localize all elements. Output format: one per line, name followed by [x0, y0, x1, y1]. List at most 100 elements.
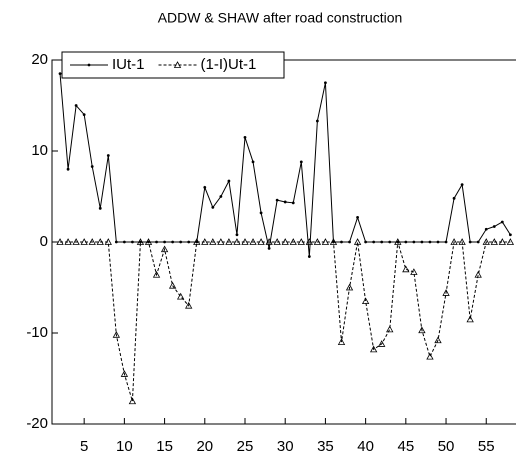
triangle-marker — [482, 238, 490, 245]
triangle-marker — [168, 281, 177, 289]
x-tick-label: 25 — [237, 438, 254, 455]
dot-marker — [235, 233, 239, 237]
triangle-marker — [136, 238, 145, 245]
dot-marker — [460, 183, 464, 187]
triangle-marker — [265, 238, 273, 245]
dot-marker — [315, 119, 319, 123]
triangle-marker — [410, 268, 418, 275]
triangle-marker — [466, 315, 474, 323]
triangle-marker — [281, 238, 289, 245]
dot-marker — [267, 246, 271, 250]
triangle-marker — [96, 238, 104, 245]
triangle-marker — [289, 238, 297, 245]
chart-title: ADDW & SHAW after road construction — [158, 10, 403, 26]
triangle-marker — [120, 370, 129, 377]
triangle-marker — [361, 297, 370, 305]
dot-marker — [404, 240, 408, 244]
triangle-marker — [88, 238, 96, 245]
dot-marker — [348, 240, 351, 244]
legend-label: (1-I)Ut-1 — [201, 56, 257, 73]
dot-marker — [484, 227, 488, 231]
triangle-marker — [369, 345, 378, 353]
triangle-marker — [80, 238, 88, 245]
triangle-marker — [233, 238, 241, 245]
x-tick-label: 45 — [397, 438, 414, 455]
dot-marker — [307, 255, 311, 258]
legend-marker — [173, 61, 182, 68]
triangle-marker — [402, 265, 410, 273]
dot-marker — [219, 195, 223, 198]
x-tick-label: 35 — [317, 438, 334, 455]
legend-label: IUt-1 — [112, 56, 145, 73]
triangle-marker — [209, 238, 217, 245]
dot-marker — [243, 135, 247, 139]
dot-marker — [211, 206, 215, 209]
dot-marker — [259, 211, 263, 215]
triangle-marker — [345, 283, 354, 291]
triangle-marker — [506, 238, 515, 245]
dot-marker — [364, 240, 368, 244]
dot-marker — [299, 160, 303, 164]
dot-marker — [106, 154, 110, 157]
triangle-marker — [193, 238, 201, 245]
dot-marker — [412, 240, 416, 244]
dot-marker — [380, 240, 384, 244]
triangle-marker — [64, 238, 72, 245]
triangle-marker — [394, 238, 402, 245]
dot-marker — [476, 240, 480, 244]
triangle-marker — [337, 338, 346, 345]
triangle-marker — [329, 238, 338, 245]
triangle-marker — [249, 238, 257, 245]
dot-marker — [356, 216, 359, 219]
triangle-marker — [185, 301, 193, 309]
triangle-marker — [152, 270, 161, 278]
triangle-marker — [458, 238, 466, 245]
dot-marker — [372, 240, 376, 244]
triangle-marker — [217, 238, 225, 245]
y-tick-label: -20 — [26, 415, 48, 432]
dot-marker — [90, 165, 94, 168]
triangle-marker — [353, 238, 362, 245]
dot-marker — [275, 198, 279, 202]
dot-marker — [82, 113, 86, 116]
dot-marker — [227, 179, 231, 183]
dot-marker — [324, 81, 327, 85]
dot-marker — [139, 240, 142, 244]
dot-marker — [500, 220, 504, 224]
triangle-marker — [498, 238, 507, 245]
triangle-marker — [426, 352, 434, 360]
triangle-marker — [201, 238, 209, 245]
dot-marker — [98, 206, 102, 210]
dot-marker — [436, 240, 440, 244]
x-tick-label: 5 — [80, 438, 88, 455]
triangle-marker — [72, 238, 80, 245]
x-tick-label: 40 — [357, 438, 374, 455]
y-tick-label: -10 — [26, 324, 48, 341]
y-tick-label: 10 — [31, 142, 48, 159]
x-tick-label: 10 — [116, 438, 133, 455]
dot-marker — [66, 167, 70, 171]
triangle-marker — [104, 238, 112, 245]
x-tick-label: 30 — [277, 438, 294, 455]
dot-marker — [163, 240, 166, 244]
dot-marker — [58, 72, 62, 76]
dot-marker — [492, 225, 496, 228]
triangle-marker — [490, 238, 498, 245]
triangle-marker — [160, 245, 169, 253]
dot-marker — [508, 233, 512, 237]
dot-marker — [291, 201, 295, 205]
triangle-marker — [144, 238, 153, 245]
triangle-marker — [434, 336, 442, 344]
triangle-marker — [313, 238, 322, 245]
dot-marker — [428, 240, 432, 244]
dot-marker — [155, 240, 158, 244]
dot-marker — [114, 240, 118, 244]
legend-marker — [87, 63, 91, 67]
y-tick-label: 0 — [40, 233, 48, 250]
dot-marker — [468, 240, 472, 244]
triangle-marker — [257, 238, 265, 245]
triangle-marker — [241, 238, 249, 245]
triangle-marker — [378, 340, 386, 347]
dot-marker — [420, 240, 424, 244]
x-tick-label: 15 — [156, 438, 173, 455]
